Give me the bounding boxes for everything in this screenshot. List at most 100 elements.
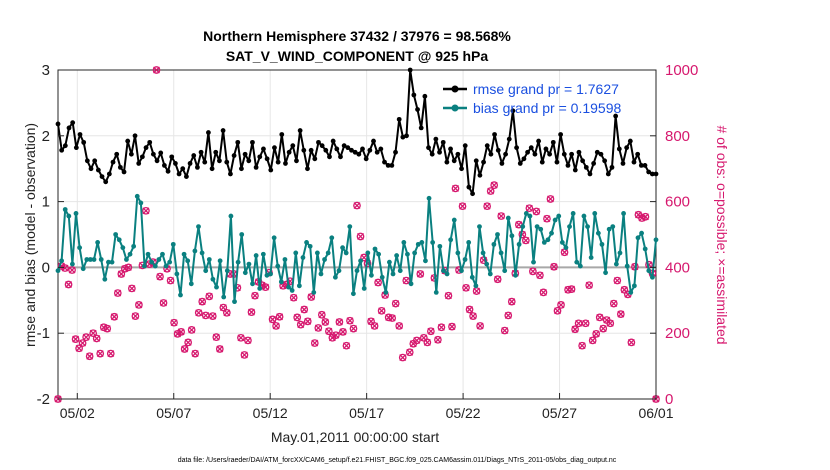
rmse-point	[433, 136, 439, 142]
obs-possible-point	[578, 341, 586, 350]
obs-possible-point	[240, 351, 249, 359]
obs-possible-point	[638, 214, 646, 222]
obs-assimilated-point	[420, 334, 428, 342]
rmse-point	[591, 161, 597, 166]
rmse-point	[290, 143, 296, 149]
obs-possible-point	[300, 305, 309, 314]
plot-frame	[57, 69, 657, 400]
obs-assimilated-point	[297, 321, 305, 329]
bias-point	[325, 250, 331, 256]
bias-point	[116, 237, 122, 243]
y-axis-left: -2 -1 0 1 2 3	[37, 62, 64, 408]
obs-possible-point	[237, 333, 245, 342]
rmse-point	[558, 132, 564, 137]
bias-point	[329, 235, 335, 241]
bias-point	[480, 250, 486, 256]
y-tick-label-left: 3	[42, 62, 50, 79]
rmse-point	[473, 158, 479, 164]
x-tick-label: 05/02	[60, 405, 95, 421]
rmse-point	[418, 125, 424, 131]
obs-assimilated-point	[321, 318, 329, 326]
obs-possible-point	[131, 312, 140, 320]
bias-point	[513, 272, 518, 278]
obs-assimilated-point	[554, 307, 561, 315]
rmse-point	[143, 145, 149, 151]
obs-possible-point	[68, 266, 76, 274]
obs-assimilated-point	[561, 248, 569, 256]
obs-possible-point	[212, 333, 221, 341]
rmse-point	[638, 163, 644, 168]
obs-assimilated-point	[198, 298, 206, 306]
bias-point	[350, 291, 356, 297]
obs-assimilated-point	[269, 315, 277, 323]
obs-assimilated-point	[353, 202, 361, 210]
obs-possible-point	[96, 349, 105, 358]
obs-assimilated-point	[248, 308, 255, 316]
y-axis-label-left: rmse and bias (model - observation)	[22, 123, 38, 347]
bias-point	[246, 261, 252, 267]
rmse-point	[73, 145, 79, 151]
bias-point	[286, 284, 291, 290]
rmse-point	[525, 149, 530, 155]
bias-point	[610, 224, 616, 230]
obs-possible-point	[546, 195, 555, 203]
rmse-point	[580, 158, 586, 164]
bias-point	[581, 213, 587, 219]
rmse-point	[642, 163, 648, 168]
bias-series	[55, 193, 659, 305]
rmse-point	[561, 151, 567, 157]
bias-point	[289, 288, 295, 293]
rmse-point	[616, 146, 622, 152]
bias-point	[314, 250, 320, 256]
obs-possible-point	[553, 306, 562, 315]
bias-point	[332, 274, 338, 280]
obs-possible-point	[395, 322, 404, 330]
bias-point	[487, 271, 493, 277]
obs-assimilated-point	[487, 187, 495, 195]
obs-assimilated-point	[423, 338, 431, 346]
bias-point	[387, 259, 392, 265]
obs-assimilated-series	[54, 66, 660, 403]
obs-assimilated-point	[219, 304, 227, 311]
obs-possible-point	[543, 214, 551, 223]
obs-possible-point	[398, 353, 407, 362]
bias-point	[595, 230, 601, 236]
obs-assimilated-point	[209, 312, 217, 320]
rmse-point	[514, 145, 519, 151]
bias-point	[296, 283, 302, 289]
rmse-point	[352, 149, 358, 155]
obs-possible-point	[613, 276, 622, 285]
x-tick-label: 05/22	[446, 405, 481, 421]
obs-assimilated-point	[82, 333, 90, 341]
obs-possible-point	[416, 270, 425, 278]
obs-assimilated-point	[177, 328, 185, 336]
obs-possible-point	[117, 270, 126, 278]
rmse-point	[257, 154, 263, 160]
rmse-point	[613, 113, 619, 119]
rmse-point	[169, 154, 175, 160]
obs-possible-point	[486, 187, 495, 195]
obs-assimilated-point	[571, 325, 579, 333]
obs-assimilated-point	[251, 292, 259, 300]
obs-possible-point	[616, 310, 625, 318]
obs-possible-point	[504, 311, 513, 320]
obs-possible-point	[595, 313, 604, 322]
obs-assimilated-point	[202, 311, 210, 319]
rmse-point	[103, 179, 109, 185]
rmse-point	[517, 161, 523, 166]
rmse-point	[635, 151, 641, 157]
obs-assimilated-point	[350, 325, 357, 333]
rmse-point	[330, 138, 336, 144]
bias-point	[217, 258, 223, 264]
rmse-point	[224, 159, 230, 165]
bias-point	[372, 246, 378, 252]
bias-point	[354, 268, 360, 274]
bias-point	[635, 235, 641, 241]
bias-point	[477, 224, 482, 230]
rmse-point	[455, 151, 461, 157]
rmse-point	[261, 146, 266, 152]
rmse-point	[231, 153, 237, 158]
obs-possible-point	[437, 323, 446, 332]
obs-assimilated-point	[142, 207, 150, 215]
rmse-point	[528, 145, 534, 151]
